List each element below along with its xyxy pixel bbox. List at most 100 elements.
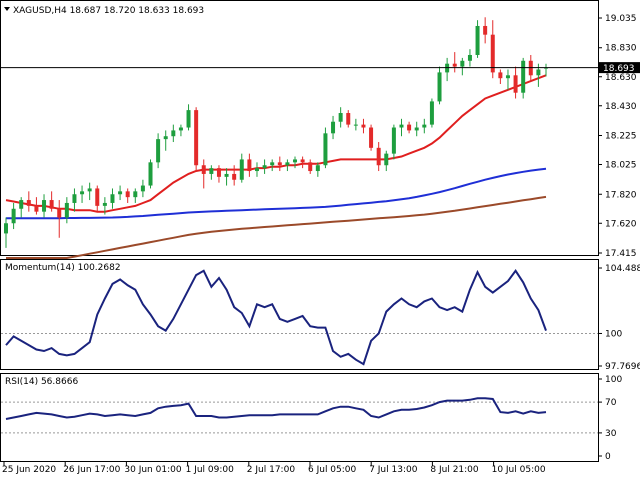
candle-bear (369, 127, 374, 148)
candle-bear (57, 208, 62, 218)
price-panel-frame (0, 0, 599, 256)
candle-bull (178, 127, 183, 131)
candle-bull (239, 159, 244, 180)
candle-bear (216, 168, 221, 177)
candle-bull (87, 188, 92, 192)
momentum-panel-frame (0, 259, 599, 370)
rsi-title: RSI(14) 56.8666 (5, 377, 78, 387)
candle-bull (42, 200, 47, 212)
candle-bull (521, 60, 526, 93)
time-axis: 25 Jun 2020 26 Jun 17:00 30 Jun 01:00 1 Jul… (2, 462, 546, 475)
candle-bear (300, 159, 305, 163)
candle-bull (4, 223, 8, 234)
candle-bear (26, 200, 31, 206)
candle-bull (254, 168, 259, 172)
price-axis-label: 19.035 (605, 14, 637, 24)
candle-bull (133, 191, 138, 198)
price-axis: 19.035 18.830 18.630 18.430 18.225 18.025 17.8… (598, 14, 637, 259)
candle-bull (391, 127, 396, 154)
candle-bull (475, 25, 480, 55)
candle-bear (308, 162, 313, 172)
symbol-header: XAGUSD,H4 18.687 18.720 18.633 18.693 (13, 6, 204, 16)
candle-bull (163, 136, 168, 140)
candle-bull (262, 165, 267, 169)
candle-bull (72, 194, 77, 203)
time-axis-label: 2 Jul 17:00 (247, 465, 296, 475)
candle-bull (467, 54, 472, 61)
candle-bear (95, 188, 100, 206)
candle-bull (156, 139, 161, 163)
candle-bear (232, 173, 237, 180)
candle-bull (102, 202, 107, 206)
price-axis-label: 18.025 (605, 161, 637, 171)
candle-bull (429, 101, 434, 125)
candle-bear (513, 75, 518, 93)
candle-bear (361, 124, 366, 128)
candle-bull (353, 124, 358, 126)
candle-bull (437, 72, 442, 102)
candle-bull (323, 133, 328, 166)
price-axis-label: 18.830 (605, 44, 637, 54)
candle-bull (118, 191, 123, 195)
rsi-axis-label: 0 (605, 452, 611, 462)
candle-bull (19, 200, 24, 209)
current-price-tag-text: 18.693 (603, 64, 635, 74)
candle-bull (148, 162, 153, 186)
candle-bear (346, 113, 351, 125)
candle-bull (460, 60, 465, 67)
price-axis-label: 17.820 (605, 190, 637, 200)
candle-bull (331, 121, 336, 134)
rsi-line (5, 397, 547, 420)
rsi-axis-label: 70 (605, 398, 617, 408)
rsi-indicator: 100 70 30 0 (1, 375, 622, 462)
candle-bull (64, 202, 69, 218)
time-axis-label: 6 Jul 05:00 (308, 465, 357, 475)
candle-bull (11, 208, 16, 224)
time-axis-label: 26 Jun 17:00 (63, 465, 120, 475)
rsi-axis-label: 30 (605, 429, 617, 439)
price-axis-label: 18.430 (605, 102, 637, 112)
candle-bull (315, 165, 320, 172)
candle-bull (110, 194, 115, 203)
price-axis-label: 17.620 (605, 219, 637, 229)
candles (4, 17, 548, 248)
time-axis-label: 30 Jun 01:00 (124, 465, 181, 475)
candle-bull (338, 113, 343, 122)
price-axis-label: 17.415 (605, 249, 637, 259)
candle-bull (399, 124, 404, 128)
candle-bull (270, 162, 275, 166)
momentum-title: Momentum(14) 100.2682 (5, 263, 121, 273)
candle-bear (49, 200, 54, 209)
rsi-axis-label: 100 (605, 375, 622, 385)
momentum-line (5, 269, 547, 366)
momentum-indicator: 104.4886 100 97.7696 (1, 264, 640, 372)
candle-bull (422, 124, 427, 128)
rsi-panel-frame (0, 373, 599, 462)
current-price-tag (599, 62, 640, 74)
candle-bear (277, 162, 282, 166)
candle-bear (490, 34, 495, 73)
time-axis-label: 8 Jul 21:00 (430, 465, 479, 475)
candle-bull (140, 185, 145, 192)
moving-averages (5, 74, 547, 259)
momentum-axis-label: 97.7696 (605, 362, 640, 372)
momentum-axis-label: 100 (605, 329, 622, 339)
candle-bear (201, 165, 206, 174)
candle-bear (498, 72, 503, 79)
time-axis-label: 10 Jul 05:00 (492, 465, 546, 475)
collapse-triangle-icon[interactable] (4, 7, 10, 11)
candle-bear (407, 124, 412, 131)
candle-bear (34, 205, 39, 212)
ma-fast-line (5, 74, 547, 213)
price-axis-label: 18.225 (605, 132, 637, 142)
momentum-axis-label: 104.4886 (605, 264, 640, 274)
candle-bull (186, 110, 191, 128)
candle-bear (483, 25, 488, 35)
candle-bull (285, 162, 290, 166)
candle-bull (384, 153, 389, 166)
candle-bull (224, 173, 229, 177)
candle-bull (293, 159, 298, 163)
time-axis-label: 1 Jul 09:00 (186, 465, 235, 475)
candle-bull (505, 75, 510, 79)
